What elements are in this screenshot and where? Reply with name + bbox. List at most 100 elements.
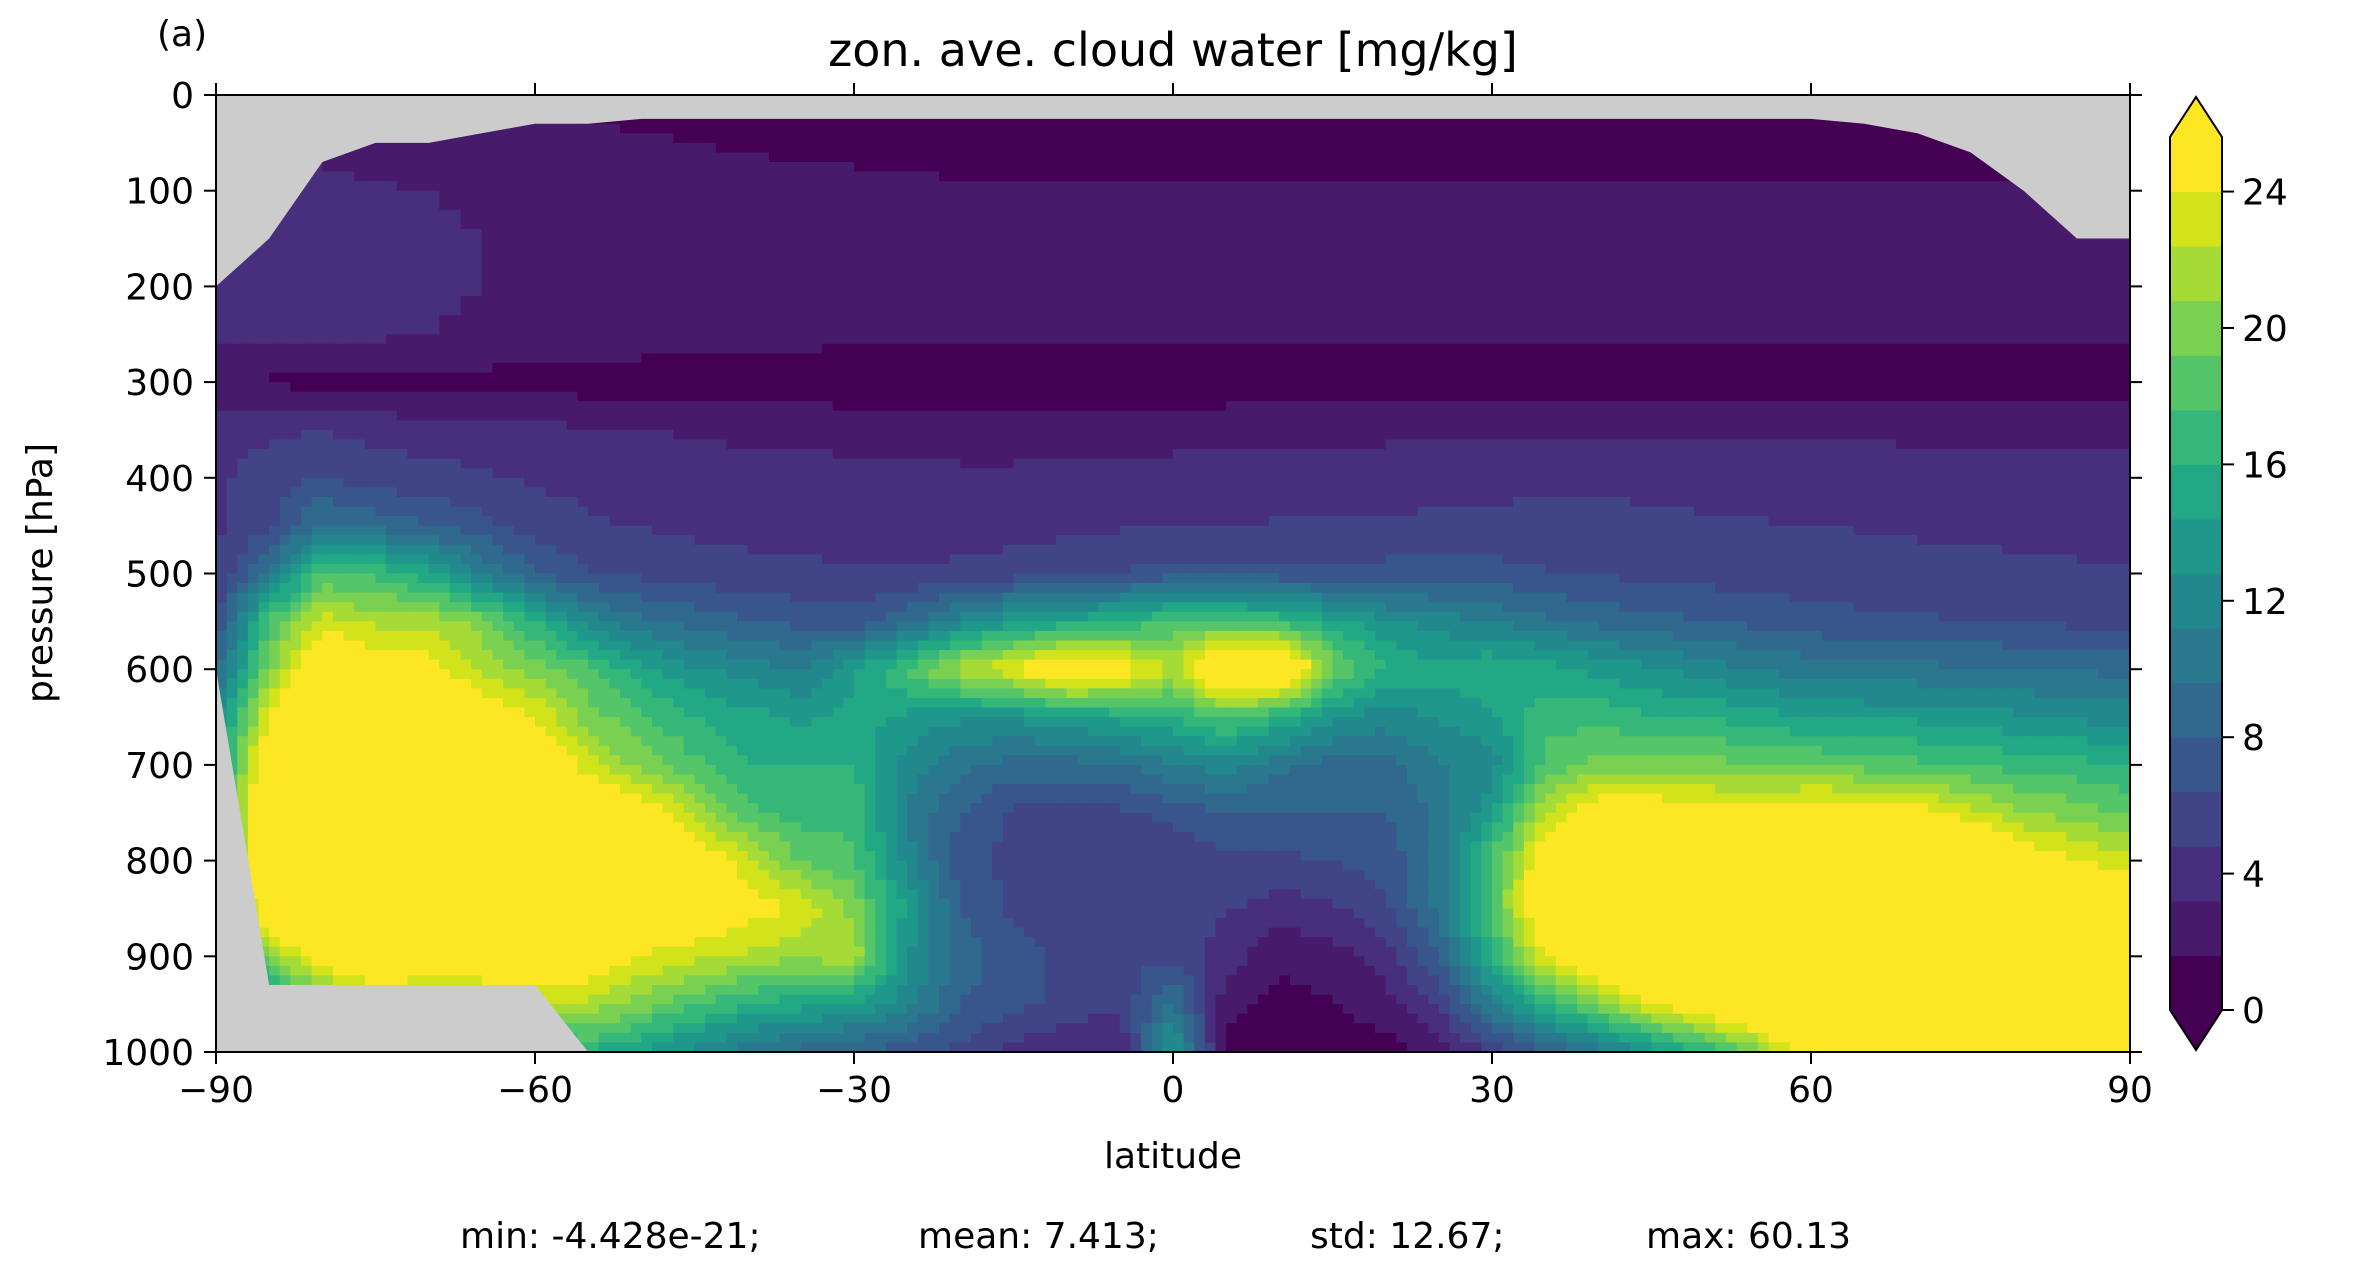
contour-cell (694, 669, 706, 680)
contour-cell (545, 630, 557, 642)
contour-cell (662, 496, 674, 508)
contour-cell (481, 755, 494, 766)
contour-cell (651, 516, 664, 527)
contour-cell (332, 726, 345, 737)
contour-cell (630, 736, 642, 747)
contour-cell (226, 382, 238, 393)
contour-cell (566, 123, 579, 134)
contour-cell (322, 286, 334, 297)
contour-cell (556, 1013, 568, 1024)
contour-cell (524, 745, 536, 756)
contour-cell (535, 918, 547, 929)
contour-cell (503, 286, 515, 297)
contour-cell (524, 171, 536, 182)
contour-cell (407, 630, 419, 642)
contour-cell (588, 908, 600, 919)
contour-cell (545, 353, 557, 364)
contour-cell (386, 946, 398, 957)
contour-cell (513, 372, 525, 383)
contour-cell (364, 860, 377, 871)
contour-cell (651, 841, 664, 852)
contour-cell (535, 793, 547, 804)
contour-cell (290, 602, 302, 613)
contour-cell (418, 784, 430, 795)
contour-cell (651, 879, 664, 890)
contour-cell (481, 736, 494, 747)
contour-cell (396, 611, 408, 622)
contour-cell (375, 257, 387, 268)
contour-cell (705, 898, 717, 910)
contour-cell (715, 506, 727, 517)
contour-cell (630, 420, 642, 431)
contour-cell (492, 305, 504, 316)
contour-cell (428, 927, 440, 938)
contour-cell (662, 563, 674, 575)
contour-cell (237, 477, 249, 488)
contour-cell (620, 736, 632, 747)
contour-cell (609, 946, 621, 957)
contour-cell (524, 898, 536, 910)
contour-cell (407, 142, 419, 154)
contour-cell (620, 583, 632, 594)
contour-cell (715, 650, 727, 661)
contour-cell (418, 391, 430, 402)
contour-cell (588, 449, 600, 460)
contour-cell (386, 784, 398, 795)
contour-cell (726, 898, 738, 910)
contour-cell (577, 315, 589, 326)
contour-cell (588, 812, 600, 823)
contour-cell (524, 410, 536, 421)
contour-cell (216, 592, 228, 603)
contour-cell (354, 573, 366, 584)
contour-cell (620, 870, 632, 881)
contour-cell (237, 611, 249, 622)
contour-cell (237, 487, 249, 498)
contour-cell (630, 1032, 642, 1044)
contour-cell (460, 525, 472, 536)
contour-cell (226, 736, 238, 747)
contour-cell (651, 573, 664, 584)
contour-cell (290, 343, 302, 354)
contour-cell (598, 468, 611, 479)
contour-cell (269, 879, 281, 890)
contour-cell (524, 516, 536, 527)
contour-cell (705, 697, 717, 709)
contour-cell (269, 362, 281, 374)
contour-cell (247, 851, 260, 862)
contour-cell (364, 659, 377, 670)
contour-cell (535, 228, 547, 240)
contour-cell (449, 630, 462, 642)
contour-cell (343, 697, 355, 709)
contour-cell (683, 918, 696, 929)
contour-cell (598, 410, 611, 421)
contour-cell (460, 544, 472, 555)
contour-cell (503, 181, 515, 192)
contour-cell (726, 688, 738, 699)
contour-cell (705, 851, 717, 862)
contour-cell (343, 764, 355, 776)
contour-cell (535, 209, 547, 221)
contour-cell (694, 918, 706, 929)
contour-cell (471, 755, 483, 766)
contour-cell (535, 554, 547, 565)
contour-cell (683, 736, 696, 747)
contour-cell (460, 420, 472, 431)
contour-cell (237, 324, 249, 335)
contour-cell (630, 535, 642, 546)
contour-cell (577, 965, 589, 977)
contour-cell (588, 391, 600, 402)
contour-cell (556, 650, 568, 661)
contour-cell (247, 726, 260, 737)
contour-cell (375, 248, 387, 259)
contour-cell (556, 305, 568, 316)
contour-cell (216, 439, 228, 450)
contour-cell (258, 343, 270, 354)
contour-cell (301, 870, 313, 881)
contour-cell (460, 659, 472, 670)
contour-cell (343, 420, 355, 431)
contour-cell (354, 181, 366, 192)
contour-cell (651, 1023, 664, 1034)
contour-cell (322, 956, 334, 967)
contour-cell (620, 898, 632, 910)
contour-cell (396, 879, 408, 890)
